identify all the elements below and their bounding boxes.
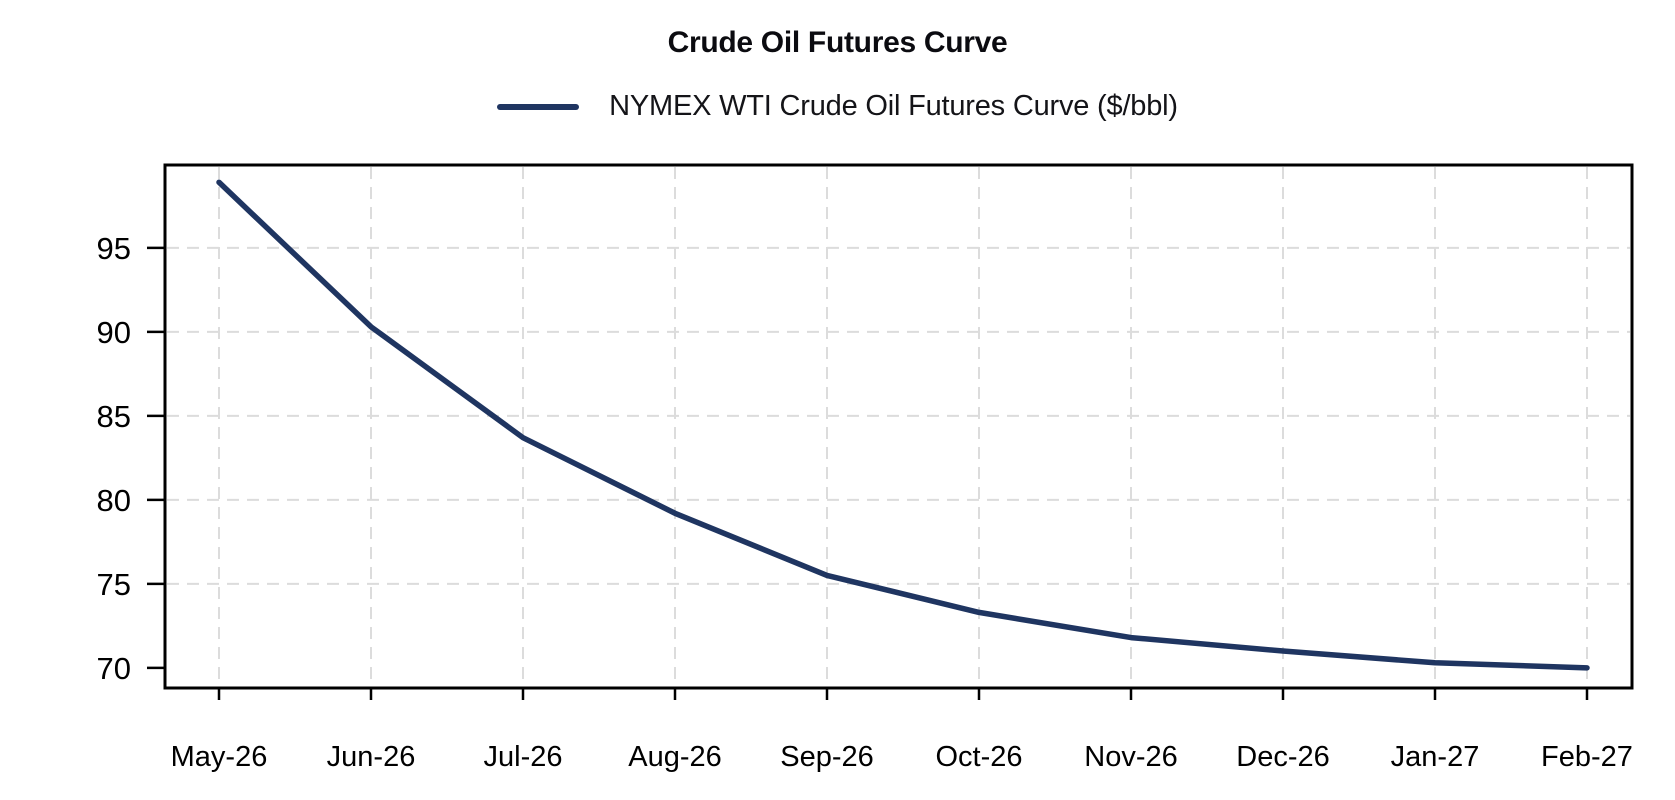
x-tick-label: Feb-27 — [1541, 741, 1633, 773]
y-tick-labels: 70 75 80 85 90 95 — [97, 231, 165, 686]
y-tick-label: 95 — [97, 231, 131, 266]
x-tick-label: Sep-26 — [780, 741, 874, 773]
chart-legend: NYMEX WTI Crude Oil Futures Curve ($/bbl… — [0, 90, 1675, 123]
y-tick-label: 75 — [97, 567, 131, 602]
y-tick-label: 80 — [97, 483, 131, 518]
legend-line-icon — [497, 103, 580, 110]
x-tick-label: Nov-26 — [1084, 741, 1178, 773]
x-gridlines — [218, 167, 1588, 686]
y-tick-label: 90 — [97, 315, 131, 350]
x-tick-label: Jan-27 — [1391, 741, 1480, 773]
y-tick-label: 70 — [97, 651, 131, 686]
x-tick-label: Jul-26 — [484, 741, 563, 773]
y-gridlines — [167, 246, 1630, 585]
y-tick-label: 85 — [97, 399, 131, 434]
x-tick-label: Jun-26 — [327, 741, 416, 773]
chart-title: Crude Oil Futures Curve — [667, 26, 1008, 59]
futures-curve-line — [216, 179, 1590, 671]
plot-frame — [163, 163, 1634, 690]
legend-series-label: NYMEX WTI Crude Oil Futures Curve ($/bbl… — [609, 90, 1178, 122]
x-tick-labels: May-26 Jun-26 Jul-26 Aug-26 Sep-26 Oct-26 Nov-… — [171, 688, 1633, 773]
x-tick-label: May-26 — [171, 741, 268, 773]
x-tick-label: Oct-26 — [935, 741, 1022, 773]
x-tick-label: Dec-26 — [1236, 741, 1330, 773]
x-tick-label: Aug-26 — [628, 741, 722, 773]
